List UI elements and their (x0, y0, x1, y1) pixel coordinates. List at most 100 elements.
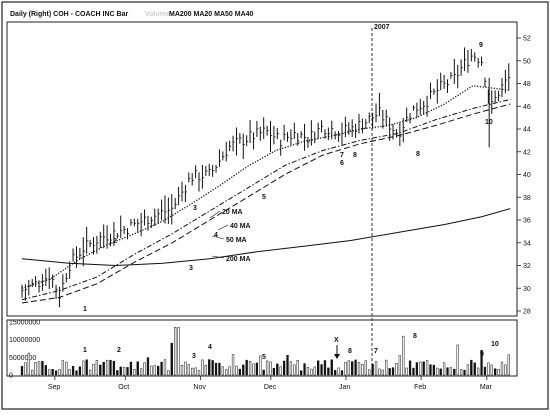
volume-bar (99, 364, 102, 376)
volume-bar (381, 369, 384, 376)
price-tick-label: 28 (523, 309, 531, 316)
ma40-leader (217, 224, 229, 231)
volume-bar (180, 364, 184, 376)
price-annotation-3: 3 (193, 205, 197, 212)
volume-bar (58, 369, 61, 376)
volume-bar (402, 335, 405, 376)
volume-annotation-8b: 8 (413, 333, 417, 340)
volume-bar (334, 370, 337, 376)
volume-bar (504, 364, 507, 376)
volume-x-arrow-head (334, 354, 340, 359)
volume-bar (313, 366, 316, 376)
volume-bar (344, 361, 347, 376)
volume-annotation-7: 7 (374, 348, 378, 355)
volume-bar (85, 359, 88, 376)
price-bars (21, 47, 511, 308)
volume-bar (102, 361, 105, 376)
volume-bar (425, 360, 429, 376)
price-tick-label: 30 (523, 286, 531, 293)
volume-bar (351, 361, 354, 376)
volume-bar (95, 360, 99, 376)
price-annotation-3b: 3 (189, 265, 193, 272)
volume-bar (235, 365, 238, 376)
volume-bar (282, 360, 286, 376)
ma40-label: 40 MA (230, 223, 251, 230)
volume-annotation-8: 8 (348, 348, 352, 355)
volume-tick-label: 10000000 (9, 337, 40, 344)
volume-bar (340, 370, 344, 376)
volume-annotation-2: 2 (117, 347, 121, 354)
volume-bar (41, 360, 44, 376)
price-tick-label: 44 (523, 127, 531, 134)
volume-bar (65, 361, 68, 376)
time-axis: Sep Oct Nov Dec Jan Feb Mar (48, 376, 493, 391)
volume-bar (327, 367, 330, 376)
ma50-label: 50 MA (226, 237, 247, 244)
moving-averages (21, 85, 511, 304)
price-annotation-8: 8 (353, 152, 357, 159)
price-tick-label: 42 (523, 149, 531, 156)
price-tick-label: 38 (523, 195, 531, 202)
volume-bar (228, 366, 231, 376)
volume-bar (296, 360, 299, 376)
time-tick-label: Feb (414, 384, 426, 391)
volume-bar (459, 369, 463, 376)
volume-bar (109, 359, 112, 376)
volume-bar (303, 363, 306, 376)
volume-bar (201, 359, 204, 376)
volume-bar (476, 367, 480, 376)
volume-bar (122, 367, 126, 376)
volume-bar (71, 366, 75, 376)
time-tick-label: Dec (264, 384, 277, 391)
ma-line-40ma (21, 98, 511, 301)
volume-bar (293, 364, 296, 376)
volume-bar (143, 362, 146, 376)
volume-panel (6, 319, 518, 377)
volume-annotation-5: 5 (262, 354, 266, 361)
volume-bar (34, 361, 37, 376)
volume-bar (150, 365, 153, 376)
volume-bar (184, 361, 187, 376)
volume-bar (160, 361, 163, 376)
volume-bar (470, 359, 473, 376)
ma20-leader (209, 210, 221, 219)
volume-bar (194, 367, 197, 376)
price-annotation-7: 7 (340, 152, 344, 159)
volume-bar (487, 362, 490, 376)
volume-bar (259, 355, 262, 376)
volume-bar (483, 366, 487, 376)
volume-bar (323, 360, 327, 376)
price-annotation-2: 2 (113, 238, 117, 245)
volume-bar (429, 364, 432, 376)
volume-bar (204, 365, 207, 376)
volume-bar (320, 364, 323, 376)
volume-bar (310, 368, 313, 376)
volume-bar (139, 368, 143, 376)
volume-bar (494, 368, 497, 376)
volume-bar (153, 365, 156, 376)
volume-bar (463, 369, 466, 376)
volume-bar (507, 354, 510, 376)
price-tick-label: 36 (523, 218, 531, 225)
volume-annotation-9: 9 (480, 351, 484, 358)
volume-bar (449, 367, 453, 376)
volume-bar (391, 367, 395, 376)
volume-bar (208, 359, 211, 376)
volume-bar (170, 342, 173, 376)
volume-bar (214, 362, 218, 376)
chart-header-main: Daily (Right) COH - COACH INC Bar (10, 11, 129, 18)
volume-bar (436, 367, 439, 376)
volume-bar (265, 360, 269, 376)
price-annotation-8b: 8 (416, 151, 420, 158)
volume-bar (238, 368, 242, 376)
ma50-leader (211, 235, 225, 240)
time-tick-label: Nov (193, 384, 206, 391)
volume-bar (27, 352, 30, 376)
volume-bar (299, 370, 303, 376)
volume-bar (167, 370, 170, 376)
volume-bar (395, 363, 398, 376)
volume-bar (286, 355, 289, 376)
volume-bar (44, 365, 47, 376)
volume-bar (78, 366, 82, 376)
